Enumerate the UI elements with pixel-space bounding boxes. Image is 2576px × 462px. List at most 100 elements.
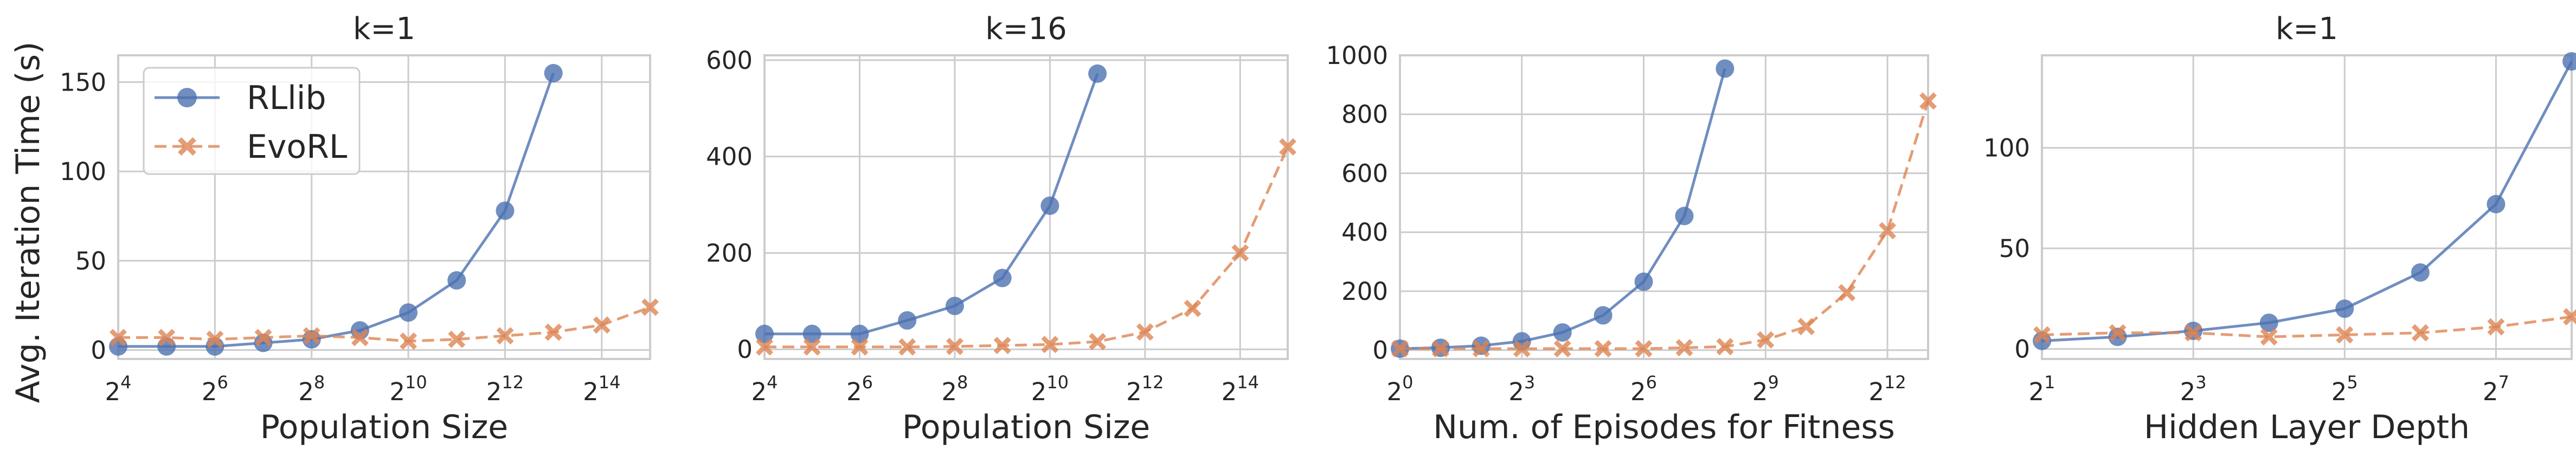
panel-1-evorl-point bbox=[641, 298, 659, 316]
panel-3-rllib-point bbox=[1634, 272, 1653, 291]
panel-3-rllib-line bbox=[1399, 68, 1726, 350]
panel-1-yticks: 0 50 100 150 bbox=[60, 68, 106, 364]
panel-1-xtick-label: 214 bbox=[583, 372, 620, 406]
panel-4-evorl-point bbox=[2563, 308, 2576, 326]
panel-2-series-rllib bbox=[755, 64, 1107, 343]
legend-rllib-marker bbox=[177, 88, 197, 107]
panel-2-evorl-point bbox=[1136, 323, 1154, 341]
panel-3-ytick-label: 200 bbox=[1341, 277, 1388, 306]
panel-3-ytick-label: 800 bbox=[1341, 100, 1388, 129]
panel-4-xtick-label: 25 bbox=[2331, 372, 2358, 406]
panel-4-title: k=1 bbox=[2276, 11, 2338, 47]
panel-4-xticks: 21 23 25 27 bbox=[2029, 372, 2509, 406]
panel-4-ytick-label: 0 bbox=[2014, 335, 2030, 363]
panel-2-xtick-label: 210 bbox=[1031, 372, 1069, 406]
panel-2-xtick-label: 214 bbox=[1222, 372, 1259, 406]
panel-4-xtick-label: 21 bbox=[2029, 372, 2055, 406]
panel-1-title: k=1 bbox=[353, 11, 415, 47]
panel-4-ytick-label: 50 bbox=[1999, 234, 2030, 263]
panel-1-xtick-label: 212 bbox=[486, 372, 524, 406]
panel-4-series-evorl bbox=[2033, 308, 2576, 346]
panel-4-evorl-point bbox=[2336, 326, 2354, 344]
panel-2-evorl-line bbox=[765, 146, 1289, 349]
panel-3-xtick-label: 26 bbox=[1630, 372, 1657, 406]
panel-4-evorl-point bbox=[2411, 324, 2429, 342]
panel-1-ytick-label: 100 bbox=[60, 157, 106, 186]
panel-2-rllib-point bbox=[945, 297, 964, 316]
panel-3-ytick-label: 1000 bbox=[1326, 41, 1388, 70]
panel-3-grid bbox=[1399, 54, 1928, 359]
panel-2-evorl-point bbox=[1089, 333, 1107, 350]
panel-3-evorl-point bbox=[1391, 340, 1409, 357]
panel-4-xtick-label: 27 bbox=[2483, 372, 2509, 406]
panel-3-evorl-point bbox=[1757, 331, 1775, 349]
panel-3-xtick-label: 23 bbox=[1508, 372, 1535, 406]
panel-2-evorl-point bbox=[803, 338, 821, 356]
panel-3-evorl-point bbox=[1919, 92, 1937, 110]
panel-4-evorl-point bbox=[2487, 318, 2505, 336]
panel-1-series-evorl bbox=[110, 298, 659, 350]
panel-1-rllib-point bbox=[399, 303, 418, 322]
panel-3-rllib-point bbox=[1594, 306, 1613, 325]
panel-1-rllib-point bbox=[447, 271, 466, 290]
panel-3-xtick-label: 212 bbox=[1868, 372, 1906, 406]
panel-3-xticks: 20 23 26 29 212 bbox=[1387, 372, 1906, 406]
chart-panel-3: Num. of Episodes for Fitness 20 23 26 29 212… bbox=[1326, 41, 1937, 446]
panel-1-frame bbox=[117, 54, 651, 360]
panel-3-rllib-point bbox=[1716, 59, 1735, 78]
legend-rllib-label: RLlib bbox=[247, 79, 326, 117]
panel-1-xtick-label: 26 bbox=[202, 372, 228, 406]
panel-3-evorl-point bbox=[1594, 340, 1612, 357]
panel-3-evorl-point bbox=[1675, 339, 1693, 357]
panel-1-ytick-label: 50 bbox=[75, 247, 106, 275]
panel-4-grid bbox=[2041, 55, 2572, 359]
panel-1-evorl-point bbox=[400, 332, 417, 350]
panel-2-evorl-point bbox=[1231, 244, 1249, 262]
panel-2-title: k=16 bbox=[985, 11, 1067, 47]
panel-4-rllib-point bbox=[2259, 313, 2278, 332]
panel-4-series-rllib bbox=[2033, 52, 2576, 350]
panel-2-evorl-point bbox=[851, 338, 869, 356]
panel-1-xlabel: Population Size bbox=[260, 408, 508, 446]
panel-3-frame bbox=[1399, 54, 1929, 360]
panel-3-evorl-point bbox=[1553, 340, 1571, 357]
panel-4-xlabel: Hidden Layer Depth bbox=[2144, 408, 2470, 446]
panel-4-rllib-line bbox=[2041, 60, 2573, 343]
legend: RLlib EvoRL bbox=[143, 67, 361, 175]
panel-2-xtick-label: 26 bbox=[846, 372, 873, 406]
panel-2-evorl-point bbox=[898, 338, 916, 356]
panel-2-rllib-point bbox=[898, 311, 917, 330]
panel-3-rllib-point bbox=[1675, 207, 1694, 226]
panel-2-ytick-label: 0 bbox=[737, 335, 753, 364]
panel-2-grid bbox=[763, 55, 1288, 359]
panel-2-xlabel: Population Size bbox=[902, 408, 1150, 446]
panel-3-yticks: 0 200 400 600 800 1000 bbox=[1326, 41, 1388, 365]
panel-2-xticks: 24 26 28 210 212 214 bbox=[751, 372, 1259, 406]
panel-2-rllib-point bbox=[993, 268, 1012, 287]
panel-1-rllib-point bbox=[496, 201, 515, 220]
panel-4-rllib-point bbox=[2411, 263, 2430, 282]
panel-2-xtick-label: 24 bbox=[751, 372, 778, 406]
panel-2-evorl-point bbox=[756, 338, 773, 356]
panel-3-evorl-point bbox=[1635, 340, 1653, 357]
panel-2-evorl-point bbox=[1041, 336, 1059, 354]
panel-4-ytick-label: 100 bbox=[1983, 134, 2030, 163]
panel-3-evorl-point bbox=[1513, 340, 1531, 357]
panel-2-rllib-point bbox=[850, 324, 869, 343]
panel-3-rllib-point bbox=[1553, 323, 1572, 342]
panel-2-rllib-point bbox=[802, 324, 821, 343]
panel-2-ytick-label: 200 bbox=[706, 239, 753, 267]
panel-1-xtick-label: 28 bbox=[298, 372, 325, 406]
panel-4-evorl-point bbox=[2185, 324, 2202, 342]
panel-3-series-evorl bbox=[1391, 92, 1937, 357]
panel-2-evorl-point bbox=[1184, 299, 1202, 317]
panel-2-rllib-point bbox=[1040, 196, 1059, 215]
panel-1-evorl-point bbox=[593, 316, 611, 334]
panel-2-evorl-point bbox=[946, 337, 963, 355]
panel-2-series-evorl bbox=[756, 138, 1296, 356]
panel-1-evorl-point bbox=[158, 329, 176, 347]
panel-4-rllib-point bbox=[2562, 52, 2576, 71]
panel-4-frame bbox=[2041, 54, 2573, 360]
panel-3-evorl-point bbox=[1716, 338, 1734, 356]
